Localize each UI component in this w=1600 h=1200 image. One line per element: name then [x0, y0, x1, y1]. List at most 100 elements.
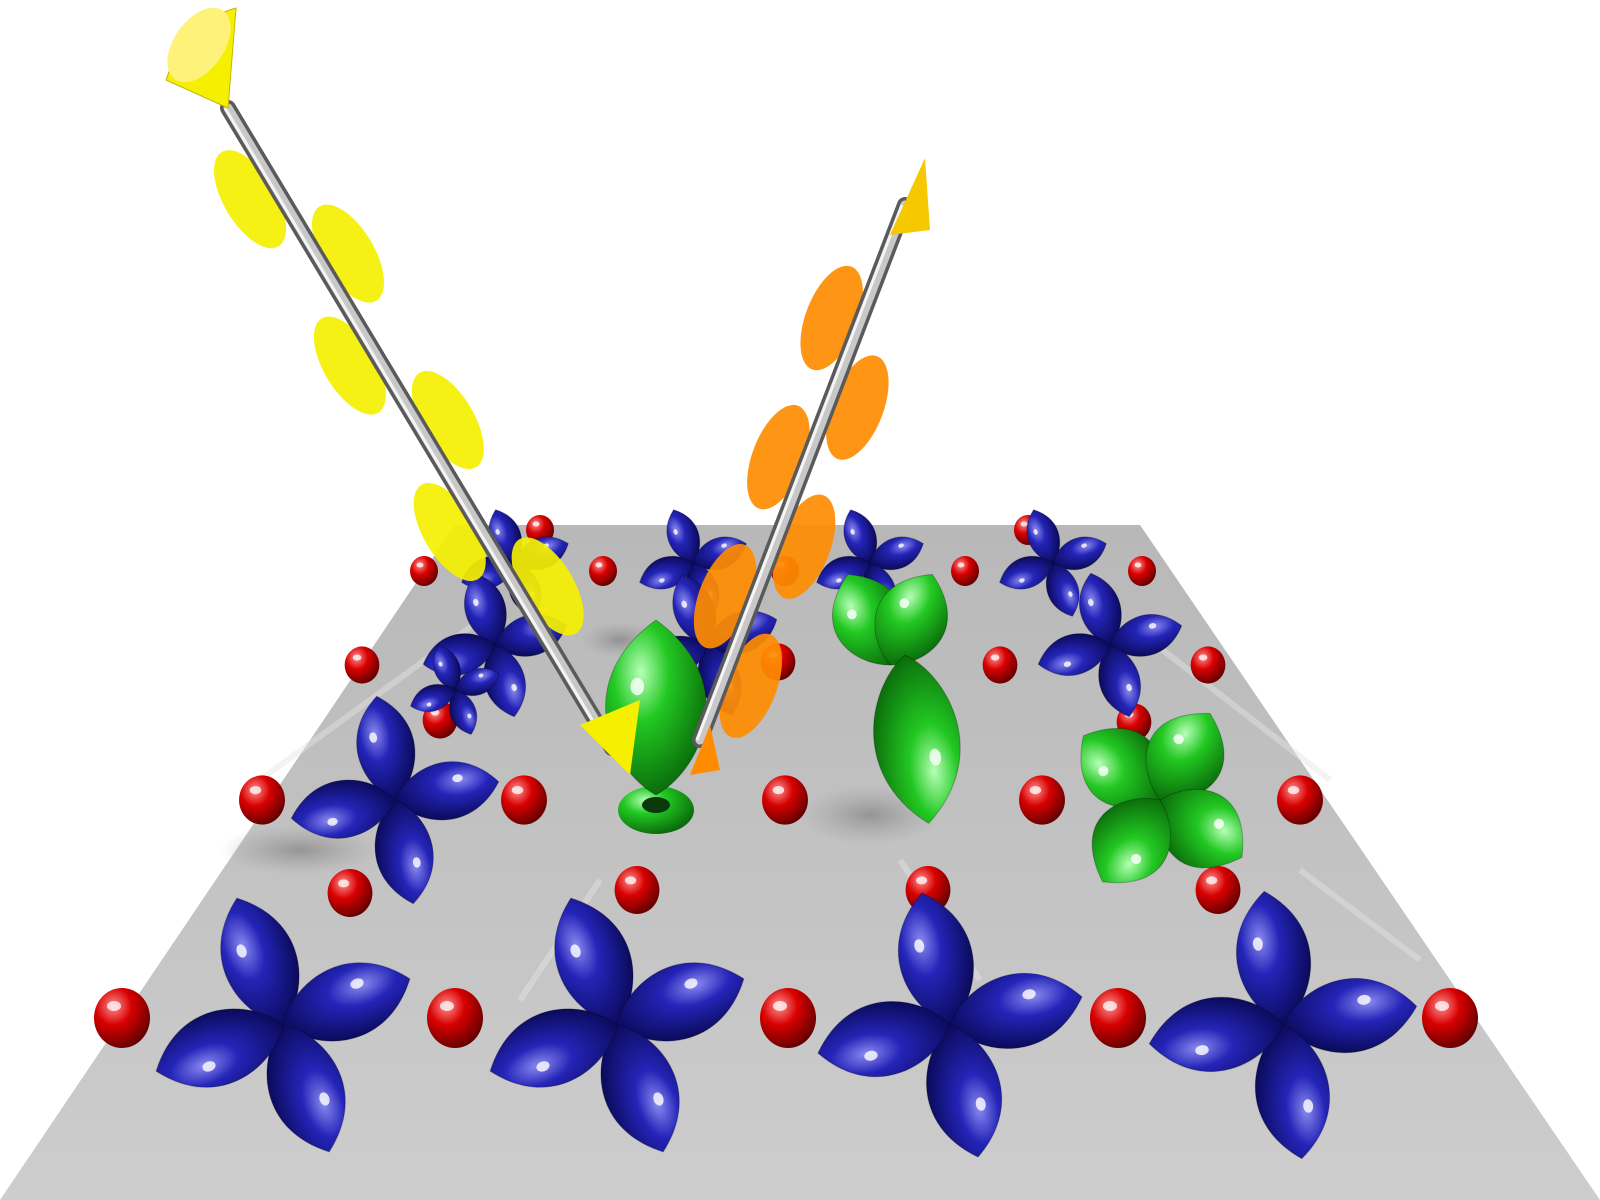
green-orbital-lobe-highlight: [1213, 818, 1225, 829]
red-atom: [239, 775, 285, 825]
green-orbital-lobe-highlight: [630, 677, 645, 696]
green-orbital: [832, 573, 961, 824]
incident-beam: [165, 7, 640, 775]
blue-orbital-lobe-highlight: [570, 944, 581, 958]
green-orbital-lobe: [873, 654, 961, 824]
blue-orbital-lobe: [1282, 977, 1418, 1054]
blue-orbital-lobe: [1148, 996, 1284, 1073]
red-atom-highlight: [249, 786, 262, 795]
green-orbital-ring-hole: [642, 797, 670, 813]
red-atom: [344, 646, 380, 684]
red-atom: [1190, 646, 1226, 684]
blue-orbital-lobe: [600, 1024, 680, 1153]
beams: [165, 7, 930, 775]
incident-beam-wave-lobe: [411, 370, 484, 470]
blue-orbital-lobe: [1045, 562, 1080, 617]
red-atom: [410, 556, 438, 586]
red-atom-highlight: [1287, 786, 1300, 795]
blue-orbital-lobe-highlight: [898, 543, 904, 548]
red-atom-highlight: [773, 1001, 787, 1011]
blue-orbital-lobe: [454, 667, 500, 697]
blue-orbital-lobe: [616, 962, 745, 1042]
incident-beam-rod: [223, 103, 617, 753]
red-atom-highlight: [511, 786, 524, 795]
blue-orbital: [1148, 890, 1418, 1160]
blue-orbital-lobe-highlight: [327, 817, 338, 826]
red-atom: [614, 866, 660, 914]
blue-orbital-lobe: [926, 1024, 1003, 1158]
blue-orbital: [999, 509, 1107, 617]
blue-orbital-lobe: [220, 897, 300, 1026]
incident-beam-wave-lobe: [214, 150, 287, 249]
red-atom-highlight: [440, 1001, 454, 1011]
red-atom-highlight: [957, 562, 965, 568]
blue-orbital-lobe: [869, 536, 924, 571]
blue-orbital-lobe: [817, 1001, 951, 1078]
blue-orbital-lobe-highlight: [236, 944, 247, 958]
blue-orbital-lobe-highlight: [467, 713, 472, 719]
red-atom-highlight: [1029, 786, 1042, 795]
blue-orbital-lobe-highlight: [319, 1092, 330, 1106]
red-atom-highlight: [1206, 876, 1218, 885]
blue-orbital-lobe: [897, 892, 974, 1026]
red-atom: [94, 988, 150, 1048]
red-atom: [951, 556, 979, 586]
blue-orbital-lobe-highlight: [1195, 1045, 1209, 1056]
blue-orbital-lobe: [1052, 536, 1107, 571]
blue-orbital-lobe-highlight: [478, 673, 484, 678]
blue-orbital-lobe: [356, 695, 416, 801]
blue-orbital-lobe: [290, 779, 396, 839]
red-atom: [1422, 988, 1478, 1048]
blue-orbital-lobe-highlight: [426, 702, 432, 707]
blue-orbital-lobe: [489, 1008, 618, 1088]
incident-beam-tip: [580, 700, 640, 775]
blue-orbital-lobe-highlight: [684, 978, 698, 989]
green-orbital-lobe-highlight: [1173, 734, 1184, 745]
blue-orbital-lobe-highlight: [1022, 989, 1036, 1000]
blue-orbital-lobe: [1037, 633, 1111, 676]
incident-beam-wave-lobe: [313, 316, 386, 415]
red-atom: [427, 988, 483, 1048]
blue-orbital-lobe-highlight: [473, 598, 479, 607]
red-atom: [1277, 775, 1323, 825]
red-atom-highlight: [532, 521, 540, 527]
blue-orbital-lobe-highlight: [511, 683, 517, 692]
blue-orbital-lobe-highlight: [850, 529, 855, 535]
scattered-beam-base: [690, 725, 720, 775]
blue-orbital-lobe: [266, 1024, 346, 1153]
red-atom: [760, 988, 816, 1048]
blue-orbital-lobe-highlight: [495, 529, 500, 535]
incident-beam-wave-lobe: [413, 482, 486, 582]
incident-beam-wave-lobe: [311, 204, 385, 303]
blue-orbital-lobe-highlight: [1068, 591, 1073, 597]
blue-orbital: [290, 695, 500, 905]
blue-orbital-lobe-highlight: [659, 578, 665, 583]
red-atom: [1090, 988, 1146, 1048]
blue-orbital: [1037, 572, 1183, 718]
orbital-lattice: [94, 509, 1478, 1160]
blue-orbital-lobe: [1098, 644, 1141, 718]
blue-orbital-lobe-highlight: [1081, 543, 1087, 548]
blue-orbital-lobe: [1235, 890, 1312, 1026]
blue-orbital-lobe-highlight: [1303, 1099, 1314, 1113]
blue-orbital: [410, 645, 500, 735]
red-atom: [1128, 556, 1156, 586]
blue-orbital-lobe: [843, 509, 878, 564]
blue-orbital-lobe-highlight: [653, 1092, 664, 1106]
incident-beam-cone-face: [167, 7, 231, 83]
scattered-beam-rod: [695, 200, 910, 745]
green-orbital: [1080, 712, 1244, 884]
red-atom: [1195, 866, 1241, 914]
blue-orbital-lobe: [999, 555, 1054, 590]
green-orbital-lobe: [1091, 797, 1171, 884]
blue-orbital-lobe-highlight: [836, 578, 842, 583]
blue-orbital-lobe: [410, 683, 456, 713]
blue-orbital-lobe-highlight: [412, 857, 421, 868]
red-atom: [1019, 775, 1065, 825]
blue-orbital-lobe-highlight: [864, 1050, 878, 1061]
red-atom-highlight: [1435, 1001, 1449, 1011]
red-atom-highlight: [772, 786, 785, 795]
blue-orbital-lobe: [394, 761, 500, 821]
